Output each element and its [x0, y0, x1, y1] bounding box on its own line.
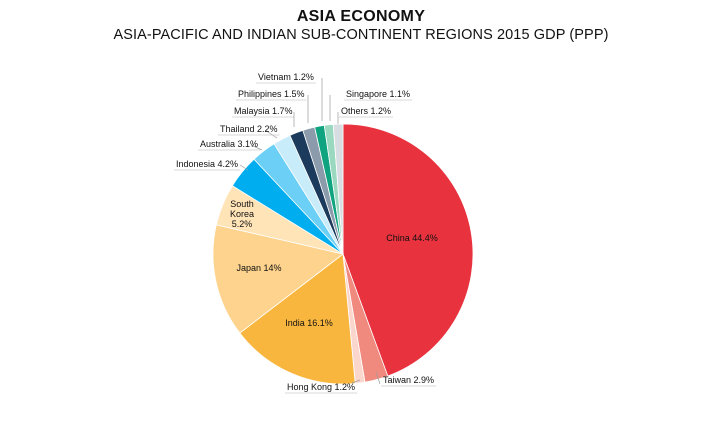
leader-line-hong-kong	[351, 379, 361, 384]
slice-labels: China 44.4% Taiwan 2.9% Hong Kong 1.2% Indi…	[176, 72, 438, 392]
slice-india	[239, 253, 356, 385]
pie-slices	[212, 123, 474, 385]
slice-label-china: China 44.4%	[386, 233, 438, 243]
slice-label-indonesia: Indonesia 4.2%	[176, 159, 238, 169]
slice-label-line: Korea	[230, 209, 254, 219]
slice-label-philippines: Philippines 1.5%	[238, 89, 305, 99]
chart-title: ASIA ECONOMY	[296, 8, 426, 25]
slice-label-line: South	[230, 199, 254, 209]
slice-label-line: 5.2%	[232, 219, 253, 229]
slice-label-thailand: Thailand 2.2%	[220, 124, 278, 134]
leader-line-indonesia	[239, 164, 249, 171]
slice-label-others: Others 1.2%	[341, 106, 391, 116]
leader-line-australia	[250, 144, 263, 151]
slice-label-vietnam: Vietnam 1.2%	[258, 72, 314, 82]
slice-label-singapore: Singapore 1.1%	[346, 89, 410, 99]
slice-japan	[212, 224, 344, 334]
chart-subtitle: ASIA-PACIFIC AND INDIAN SUB-CONTINENT RE…	[113, 27, 609, 43]
slice-label-india: India 16.1%	[285, 318, 333, 328]
leader-line-taiwan	[375, 371, 381, 385]
leader-lines	[174, 78, 437, 394]
slice-label-australia: Australia 3.1%	[200, 139, 258, 149]
slice-label-taiwan: Taiwan 2.9%	[383, 375, 434, 385]
slice-label-south-korea: South Korea 5.2%	[230, 199, 254, 229]
slice-label-hong-kong: Hong Kong 1.2%	[287, 382, 355, 392]
slice-label-malaysia: Malaysia 1.7%	[234, 106, 293, 116]
slice-label-japan: Japan 14%	[236, 263, 281, 273]
slice-others	[332, 123, 344, 255]
slice-china	[342, 123, 474, 377]
leader-line-thailand	[264, 129, 278, 139]
